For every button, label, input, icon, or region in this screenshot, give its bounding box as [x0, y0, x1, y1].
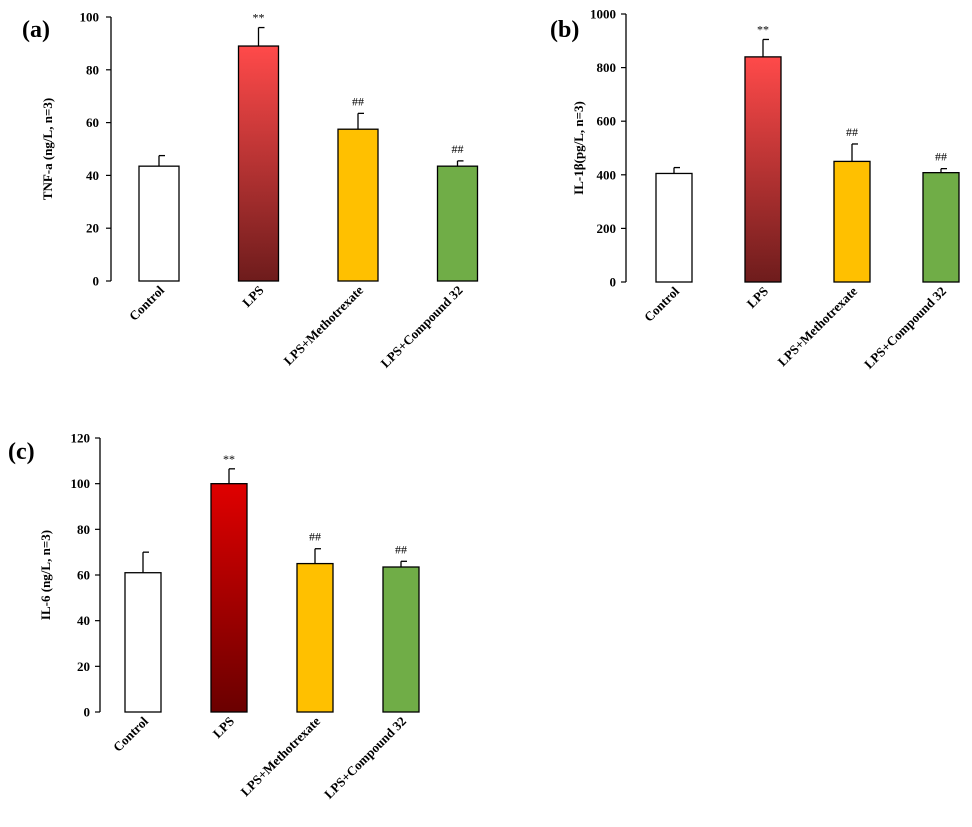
panel-c-category-label: LPS+Methotrexate: [237, 713, 323, 799]
panel-c-significance: ##: [309, 530, 321, 544]
panel-a-significance: **: [253, 11, 265, 25]
panel-c-significance: ##: [395, 542, 407, 556]
panel-a-y-tick-label: 60: [86, 115, 99, 130]
panel-a-y-tick-label: 100: [80, 10, 100, 25]
panel-a-category-label: Control: [126, 282, 167, 323]
panel-a-category-label: LPS: [239, 283, 266, 310]
panel-a-y-tick-label: 80: [86, 62, 99, 77]
panel-c-bar: [210, 483, 248, 713]
panel-c-ylabel: IL-6 (ng/L, n=3): [38, 530, 53, 620]
panel-c-significance: **: [223, 452, 235, 466]
panel-a-label: (a): [22, 17, 50, 43]
panel-b-significance: ##: [846, 125, 858, 139]
panel-b-y-tick-label: 0: [610, 275, 617, 290]
panel-b-significance: **: [757, 22, 769, 36]
panel-c-y-tick-label: 40: [77, 613, 90, 628]
panel-c-y-tick-label: 80: [77, 522, 90, 537]
panel-b-category-label: LPS+Methotrexate: [774, 283, 860, 369]
panel-c-category-label: LPS+Compound 32: [321, 714, 409, 802]
panel-a-significance: ##: [452, 142, 464, 156]
panel-c-y-tick-label: 100: [71, 476, 91, 491]
panel-b-label: (b): [550, 17, 579, 43]
panel-a-bar: [436, 165, 479, 282]
panel-b-y-tick-label: 1000: [590, 7, 616, 22]
panel-b-ylabel: IL-1β(pg/L, n=3): [571, 101, 586, 195]
panel-a-category-label: LPS+Compound 32: [377, 283, 465, 371]
panel-c-bar: [124, 572, 162, 713]
panel-c-label: (c): [8, 439, 35, 465]
panel-a-category-label: LPS+Methotrexate: [280, 282, 366, 368]
panel-b-bar: [833, 160, 871, 283]
panel-b-y-tick-label: 600: [597, 114, 617, 129]
panel-a-significance: ##: [352, 94, 364, 108]
panel-a-y-tick-label: 20: [86, 221, 99, 236]
panel-b-category-label: LPS: [744, 284, 771, 311]
panel-b-y-tick-label: 400: [597, 167, 617, 182]
panel-c-category-label: LPS: [210, 714, 237, 741]
panel-a-bar: [337, 128, 379, 282]
panel-c-y-tick-label: 60: [77, 568, 90, 583]
panel-c: (c) IL-6 (ng/L, n=3) 0 20 40 60 80 100 120 Contro…: [8, 431, 420, 802]
panel-b-y-tick-label: 200: [597, 221, 617, 236]
panel-a-bar: [237, 45, 280, 282]
panel-a-y-tick-label: 0: [93, 274, 100, 289]
panel-c-bar: [382, 566, 420, 713]
panel-b-category-label: Control: [641, 283, 682, 324]
panel-b-bar: [922, 172, 960, 283]
panel-b-bar: [655, 172, 693, 283]
panel-b-bar: [744, 56, 782, 283]
panel-a-bar: [138, 165, 180, 282]
panel-a: (a) TNF-a (ng/L, n=3) 0 20 40 60 80 100 Control *…: [22, 10, 479, 371]
panel-a-ylabel: TNF-a (ng/L, n=3): [40, 98, 55, 200]
panel-c-y-tick-label: 20: [77, 659, 90, 674]
panel-c-category-label: Control: [110, 713, 151, 754]
panel-a-y-tick-label: 40: [86, 168, 99, 183]
panel-b-category-label: LPS+Compound 32: [861, 284, 949, 372]
panel-b-y-tick-label: 800: [597, 60, 617, 75]
panel-b-significance: ##: [935, 150, 947, 164]
panel-b: (b) IL-1β(pg/L, n=3) 0 200 400 600 800 1000 Cont…: [550, 7, 960, 372]
panel-c-y-tick-label: 120: [71, 431, 91, 446]
panel-c-y-tick-label: 0: [84, 705, 91, 720]
panel-c-bar: [296, 562, 334, 713]
